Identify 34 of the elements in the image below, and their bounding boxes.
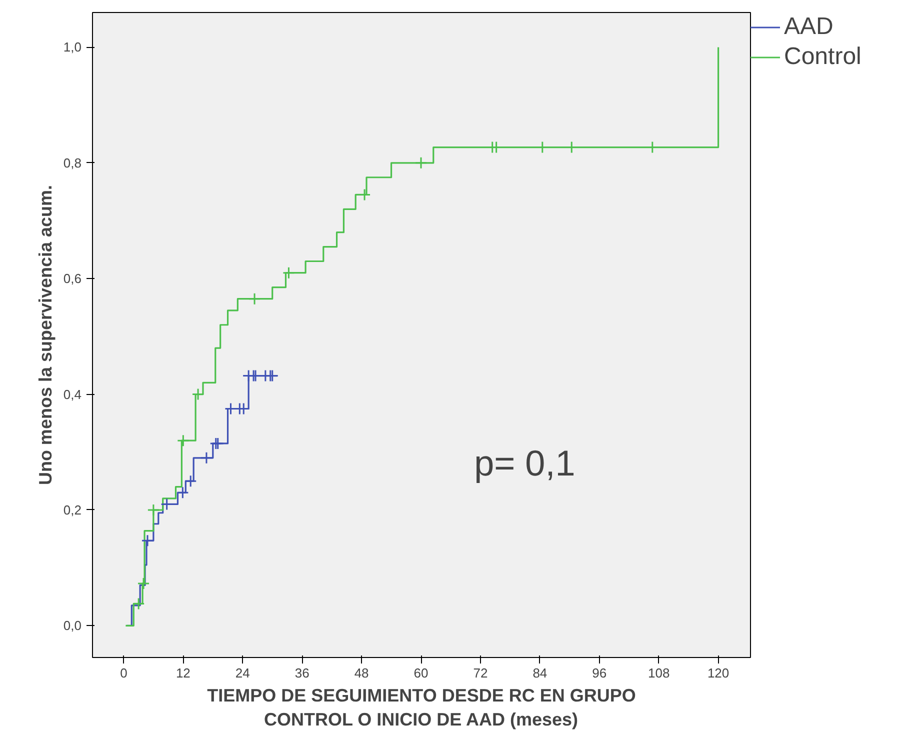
point bbox=[282, 266, 295, 280]
annotation: p= 0,1 bbox=[474, 442, 576, 484]
x-tick-label: 48 bbox=[354, 666, 369, 680]
y-axis-title: Uno menos la supervivencia acum. bbox=[35, 184, 56, 486]
y-tick-label: 0,8 bbox=[63, 155, 82, 170]
x-tick-label: 0 bbox=[120, 666, 128, 680]
y-tick-label: 1,0 bbox=[63, 40, 82, 55]
x-tick-label: 60 bbox=[414, 666, 428, 680]
point bbox=[414, 156, 428, 170]
point bbox=[147, 504, 160, 516]
y-tick-label: 0,6 bbox=[63, 271, 82, 286]
x-tick-label: 72 bbox=[473, 666, 488, 680]
x-axis-title: TIEMPO DE SEGUIMIENTO DESDE RC EN GRUPO CONTROL O INICIO DE AAD (meses) bbox=[207, 686, 636, 730]
y-tick-label: 0,2 bbox=[63, 502, 82, 518]
x-tick-label: 96 bbox=[592, 666, 607, 680]
x-tick-label: 36 bbox=[294, 666, 310, 680]
point bbox=[248, 292, 261, 306]
legend-label: Control bbox=[784, 43, 862, 71]
x-tick-label: 84 bbox=[532, 666, 548, 680]
point bbox=[132, 597, 145, 610]
x-tick-label: 120 bbox=[707, 666, 730, 680]
point bbox=[192, 388, 204, 401]
x-tick-label: 24 bbox=[235, 666, 250, 680]
point bbox=[137, 577, 150, 590]
x-tick-label: 108 bbox=[648, 666, 670, 680]
legend-label: AAD bbox=[784, 13, 834, 41]
point bbox=[176, 486, 189, 499]
point bbox=[176, 434, 190, 447]
x-tick-label: 12 bbox=[176, 666, 190, 680]
y-tick-label: 0,4 bbox=[63, 386, 82, 402]
y-tick-label: 0,0 bbox=[63, 618, 82, 634]
point bbox=[200, 452, 213, 464]
point bbox=[141, 534, 154, 547]
point bbox=[184, 474, 197, 488]
